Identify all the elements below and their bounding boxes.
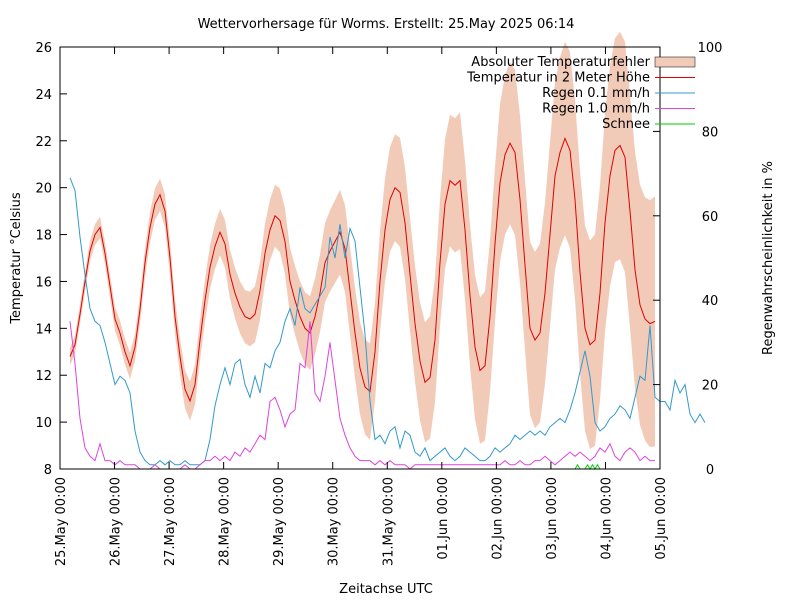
y-tick-label: 20: [35, 182, 52, 197]
y2-tick-label: 40: [702, 294, 719, 309]
x-tick-label: 29.May 00:00: [272, 477, 287, 566]
y-tick-label: 26: [35, 41, 52, 56]
temperature-error-band-layer: [70, 31, 655, 450]
x-tick-label: 25.May 00:00: [54, 477, 69, 566]
series-line-regen-0-1-mm-h: [69, 177, 706, 466]
x-tick-label: 02.Jun 00:00: [490, 477, 505, 560]
x-tick-label: 28.May 00:00: [218, 477, 233, 566]
y2-tick-label: 60: [702, 210, 719, 225]
y-tick-label: 16: [35, 275, 52, 290]
series-line-temperatur-in-2-meter-h-he: [69, 137, 656, 403]
y-tick-label: 14: [35, 322, 52, 337]
legend-label-temperatur-in-2-meter-h-he: Temperatur in 2 Meter Höhe: [466, 71, 650, 86]
y2-tick-label: 0: [706, 463, 714, 478]
chart-title: Wettervorhersage für Worms. Erstellt: 25…: [198, 17, 575, 32]
y-tick-label: 24: [35, 88, 52, 103]
legend-swatch-absoluter-temperaturfehler: [654, 56, 696, 68]
axes-layer: 8 10 12 14 16 18 20 22 24 26 0 20 40 60 80 100 25.May 00…: [35, 41, 722, 566]
x-tick-label: 31.May 00:00: [381, 477, 396, 566]
legend-label-regen-0-1-mm-h: Regen 0.1 mm/h: [542, 86, 650, 101]
y-tick-label: 10: [35, 416, 52, 431]
y2-axis-label: Regenwahrscheinlichkeit in %: [761, 161, 776, 355]
legend-label-regen-1-0-mm-h: Regen 1.0 mm/h: [542, 102, 650, 117]
legend-label-absoluter-temperaturfehler: Absoluter Temperaturfehler: [471, 55, 650, 70]
x-tick-label: 03.Jun 00:00: [545, 477, 560, 560]
x-tick-label: 05.Jun 00:00: [654, 477, 669, 560]
series-line-schnee: [574, 463, 601, 470]
y2-tick-label: 100: [698, 41, 723, 56]
x-tick-label: 26.May 00:00: [109, 477, 124, 566]
plot-frame: [59, 46, 661, 470]
x-tick-label: 04.Jun 00:00: [599, 477, 614, 560]
legend-label-schnee: Schnee: [602, 117, 650, 132]
y2-tick-label: 80: [702, 125, 719, 140]
y-tick-label: 22: [35, 135, 52, 150]
y-tick-label: 8: [44, 463, 52, 478]
x-tick-label: 30.May 00:00: [327, 477, 342, 566]
x-axis-label: Zeitachse UTC: [339, 582, 433, 597]
x-tick-label: 01.Jun 00:00: [436, 477, 451, 560]
y2-tick-label: 20: [702, 379, 719, 394]
y-tick-label: 12: [35, 369, 52, 384]
y-axis-label: Temperatur °Celsius: [9, 192, 24, 325]
x-tick-label: 27.May 00:00: [163, 477, 178, 566]
temperature-error-band: [70, 31, 655, 450]
y-tick-label: 18: [35, 229, 52, 244]
